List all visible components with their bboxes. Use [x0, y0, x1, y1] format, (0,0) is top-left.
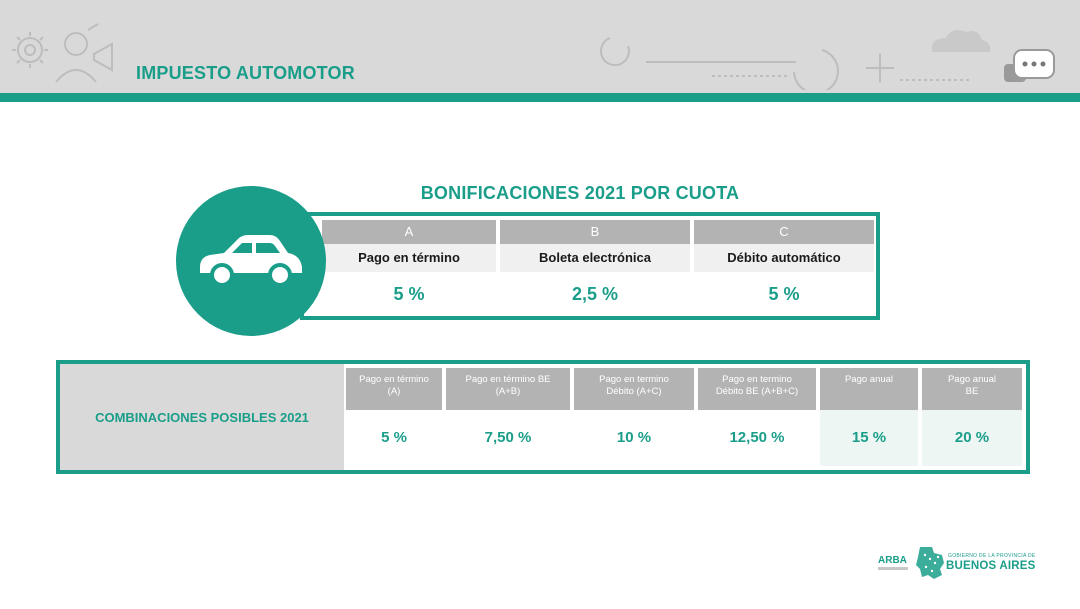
combinacion-column: Pago anual BE 20 %	[922, 368, 1022, 466]
combinacion-column: Pago en termino Débito (A+C) 10 %	[574, 368, 694, 466]
combinacion-value: 20 %	[922, 410, 1022, 466]
combinacion-header-line1: Pago anual	[947, 374, 997, 385]
combinacion-value: 12,50 %	[698, 410, 816, 466]
header-banner: IMPUESTO AUTOMOTOR	[0, 0, 1080, 95]
bonificacion-label: Boleta electrónica	[500, 244, 690, 272]
combinacion-header-line1: Pago en término BE	[465, 374, 551, 385]
combinacion-column: Pago en término (A) 5 %	[346, 368, 442, 466]
timeline-decoration-icon	[600, 30, 1055, 90]
bonificacion-letter: C	[694, 220, 874, 244]
combinacion-column: Pago anual 15 %	[820, 368, 918, 466]
bonificacion-column-a: A Pago en término 5 %	[322, 220, 496, 316]
combinaciones-table: COMBINACIONES POSIBLES 2021 Pago en térm…	[56, 360, 1030, 474]
combinacion-value: 10 %	[574, 410, 694, 466]
bonificacion-value: 2,5 %	[571, 284, 619, 304]
gobierno-text: GOBIERNO DE LA PROVINCIA DE	[948, 553, 1036, 559]
combinacion-column: Pago en término BE (A+B) 7,50 %	[446, 368, 570, 466]
combinacion-value: 15 %	[820, 410, 918, 466]
combinacion-header-line1: Pago en término	[359, 374, 429, 385]
combinacion-header: Pago en termino Débito (A+C)	[574, 368, 694, 410]
arba-logo: ARBA	[878, 555, 907, 566]
province-map-icon	[916, 547, 944, 579]
gear-person-icon	[12, 23, 113, 83]
bonificacion-column-c: C Débito automático 5 %	[694, 220, 874, 316]
bonificacion-letter: A	[322, 220, 496, 244]
arba-logo-subline	[878, 567, 908, 570]
combinacion-header: Pago en término (A)	[346, 368, 442, 410]
bonificacion-label: Débito automático	[694, 244, 874, 272]
car-badge	[176, 186, 326, 336]
bonificacion-value: 5 %	[768, 284, 800, 304]
combinaciones-label: COMBINACIONES POSIBLES 2021	[95, 410, 309, 425]
combinacion-column: Pago en termino Débito BE (A+B+C) 12,50 …	[698, 368, 816, 466]
combinacion-header: Pago en termino Débito BE (A+B+C)	[698, 368, 816, 410]
bonificacion-column-b: B Boleta electrónica 2,5 %	[500, 220, 690, 316]
bonificacion-letter: B	[500, 220, 690, 244]
combinacion-header: Pago anual	[820, 368, 918, 410]
car-icon	[200, 235, 302, 287]
buenos-aires-text: BUENOS AIRES	[946, 560, 1036, 572]
combinacion-header-line2: Débito BE (A+B+C)	[715, 386, 799, 397]
combinacion-header-line1: Pago en termino	[722, 374, 792, 385]
combinacion-header-line2: Débito (A+C)	[606, 386, 662, 397]
combinacion-header-line2: BE	[965, 386, 979, 397]
bonificaciones-title: BONIFICACIONES 2021 POR CUOTA	[420, 183, 740, 203]
page-title: IMPUESTO AUTOMOTOR	[136, 63, 355, 83]
bonificaciones-table: A Pago en término 5 % B Boleta electróni…	[300, 212, 880, 320]
combinacion-header-line1: Pago en termino	[599, 374, 669, 385]
combinacion-header-line1: Pago anual	[844, 374, 894, 385]
combinacion-value: 5 %	[346, 410, 442, 466]
header-divider	[0, 93, 1080, 102]
combinacion-header-line2: (A)	[387, 386, 401, 397]
combinacion-header: Pago anual BE	[922, 368, 1022, 410]
bonificacion-label: Pago en término	[322, 244, 496, 272]
combinacion-value: 7,50 %	[446, 410, 570, 466]
bonificacion-value: 5 %	[393, 284, 425, 304]
combinacion-header-line2: (A+B)	[495, 386, 521, 397]
combinaciones-label-cell: COMBINACIONES POSIBLES 2021	[60, 364, 344, 470]
combinacion-header: Pago en término BE (A+B)	[446, 368, 570, 410]
